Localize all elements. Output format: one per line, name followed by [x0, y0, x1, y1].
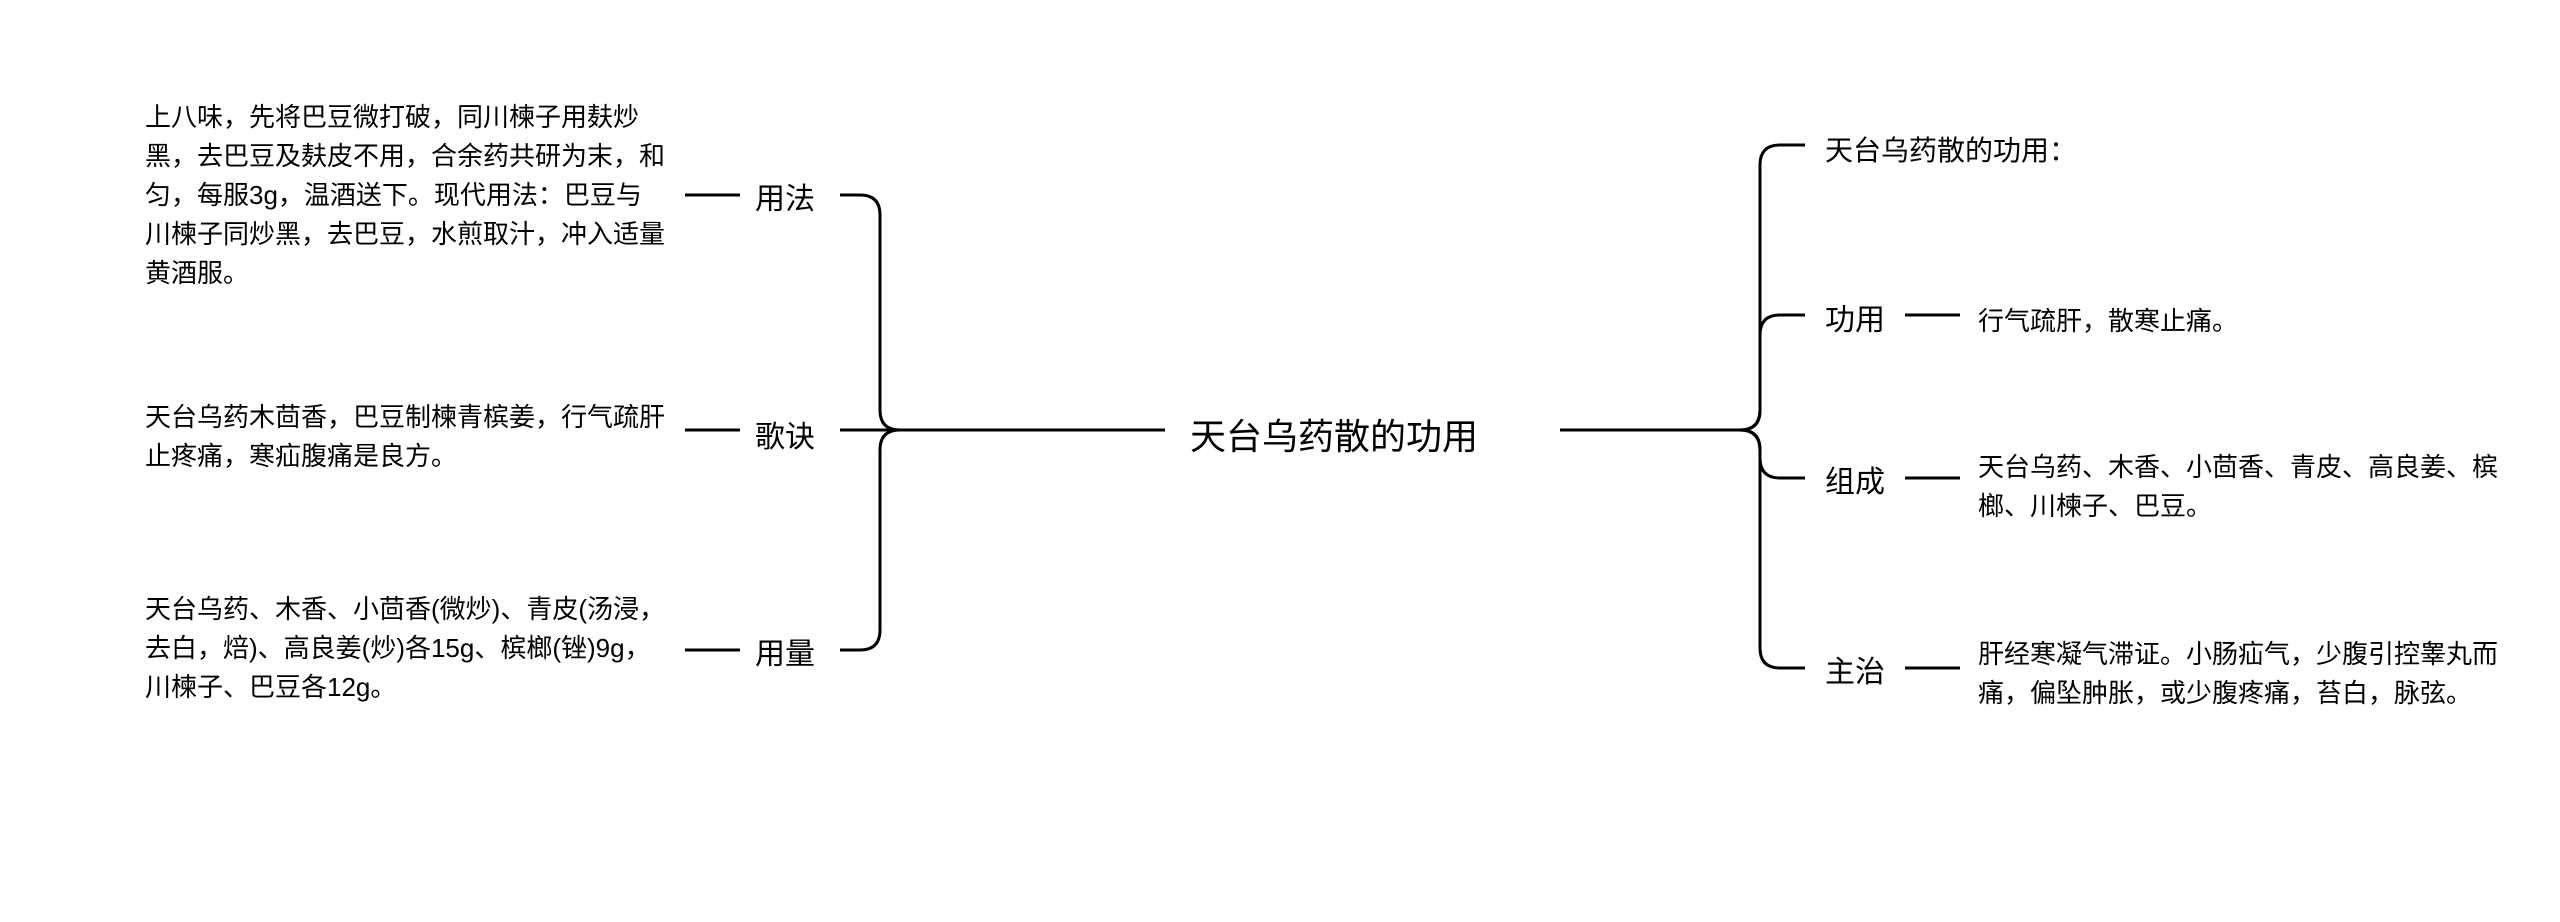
right-effect-label: 功用: [1825, 298, 1885, 343]
right-effect-text: 行气疏肝，散寒止痛。: [1978, 302, 2238, 341]
right-indication-text: 肝经寒凝气滞证。小肠疝气，少腹引控睾丸而痛，偏坠肿胀，或少腹疼痛，苔白，脉弦。: [1978, 635, 2518, 713]
right-composition-text: 天台乌药、木香、小茴香、青皮、高良姜、槟榔、川楝子、巴豆。: [1978, 448, 2518, 526]
left-dosage-text: 天台乌药、木香、小茴香(微炒)、青皮(汤浸，去白，焙)、高良姜(炒)各15g、槟…: [145, 590, 665, 707]
right-composition-label: 组成: [1825, 460, 1885, 505]
right-indication-label: 主治: [1825, 650, 1885, 695]
left-usage-text: 上八味，先将巴豆微打破，同川楝子用麸炒黑，去巴豆及麸皮不用，合余药共研为末，和匀…: [145, 98, 665, 293]
left-usage-label: 用法: [755, 177, 815, 222]
right-header: 天台乌药散的功用：: [1825, 130, 2077, 172]
center-title: 天台乌药散的功用: [1190, 410, 1478, 464]
left-poem-text: 天台乌药木茴香，巴豆制楝青槟姜，行气疏肝止疼痛，寒疝腹痛是良方。: [145, 398, 665, 476]
left-poem-label: 歌诀: [755, 415, 815, 460]
left-dosage-label: 用量: [755, 632, 815, 677]
